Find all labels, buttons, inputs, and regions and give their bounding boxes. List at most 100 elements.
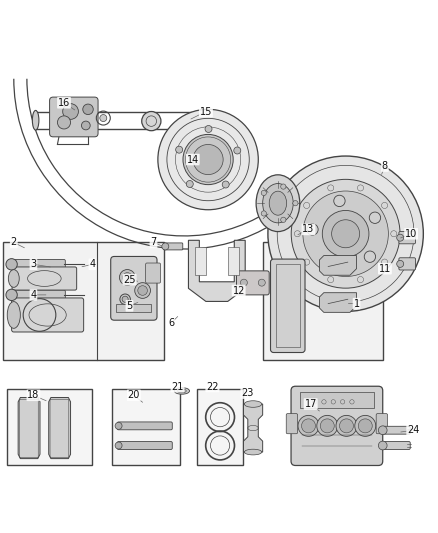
Text: 3: 3 bbox=[30, 260, 36, 269]
Circle shape bbox=[397, 261, 404, 268]
FancyBboxPatch shape bbox=[399, 258, 416, 270]
Text: 15: 15 bbox=[200, 107, 212, 117]
Bar bbox=[112, 389, 180, 465]
Circle shape bbox=[183, 134, 233, 184]
Bar bbox=[276, 264, 300, 348]
Circle shape bbox=[307, 224, 318, 235]
Circle shape bbox=[320, 419, 334, 433]
Text: 11: 11 bbox=[379, 264, 391, 273]
Circle shape bbox=[298, 415, 319, 437]
Text: 20: 20 bbox=[127, 390, 140, 400]
Circle shape bbox=[135, 282, 150, 298]
Circle shape bbox=[332, 220, 360, 248]
Polygon shape bbox=[3, 243, 164, 360]
Circle shape bbox=[268, 156, 424, 311]
Circle shape bbox=[193, 144, 223, 175]
Circle shape bbox=[281, 217, 286, 222]
Ellipse shape bbox=[244, 401, 262, 407]
FancyBboxPatch shape bbox=[376, 414, 388, 434]
FancyBboxPatch shape bbox=[237, 271, 269, 295]
Text: 8: 8 bbox=[382, 161, 388, 171]
Circle shape bbox=[364, 251, 376, 262]
Text: 2: 2 bbox=[11, 238, 17, 247]
Ellipse shape bbox=[174, 387, 190, 394]
Bar bbox=[117, 304, 151, 312]
FancyBboxPatch shape bbox=[12, 298, 84, 332]
Polygon shape bbox=[188, 240, 245, 302]
Ellipse shape bbox=[256, 175, 300, 231]
Circle shape bbox=[240, 279, 247, 286]
Bar bbox=[7, 389, 92, 465]
Text: 7: 7 bbox=[150, 238, 157, 247]
Text: 23: 23 bbox=[241, 388, 254, 398]
Circle shape bbox=[258, 279, 265, 286]
Circle shape bbox=[120, 270, 135, 285]
Bar bbox=[228, 247, 239, 275]
FancyBboxPatch shape bbox=[381, 441, 410, 449]
Ellipse shape bbox=[8, 270, 19, 287]
Text: 12: 12 bbox=[233, 286, 245, 295]
Circle shape bbox=[281, 184, 286, 189]
Circle shape bbox=[355, 415, 376, 437]
Circle shape bbox=[122, 296, 128, 302]
Ellipse shape bbox=[269, 191, 287, 215]
Bar bbox=[197, 389, 243, 465]
Circle shape bbox=[322, 211, 369, 257]
Text: 13: 13 bbox=[302, 224, 314, 235]
Circle shape bbox=[293, 200, 298, 206]
FancyBboxPatch shape bbox=[111, 256, 157, 320]
FancyBboxPatch shape bbox=[49, 97, 98, 137]
Circle shape bbox=[205, 125, 212, 133]
Ellipse shape bbox=[263, 183, 293, 223]
FancyBboxPatch shape bbox=[399, 231, 416, 244]
Circle shape bbox=[83, 104, 93, 115]
Circle shape bbox=[325, 259, 337, 270]
Circle shape bbox=[222, 181, 229, 188]
Circle shape bbox=[339, 419, 353, 433]
Circle shape bbox=[334, 195, 345, 207]
FancyBboxPatch shape bbox=[12, 290, 65, 300]
Polygon shape bbox=[319, 293, 357, 312]
Circle shape bbox=[142, 111, 161, 131]
Circle shape bbox=[234, 147, 241, 154]
Text: 5: 5 bbox=[127, 301, 133, 311]
Text: 4: 4 bbox=[89, 260, 95, 269]
Circle shape bbox=[158, 109, 258, 210]
Ellipse shape bbox=[177, 389, 186, 393]
Circle shape bbox=[115, 442, 122, 449]
Circle shape bbox=[162, 243, 169, 250]
Circle shape bbox=[123, 272, 132, 282]
FancyBboxPatch shape bbox=[117, 441, 172, 449]
FancyBboxPatch shape bbox=[163, 243, 183, 250]
Circle shape bbox=[378, 441, 387, 450]
Text: 17: 17 bbox=[304, 399, 317, 409]
Text: 16: 16 bbox=[58, 98, 70, 108]
FancyBboxPatch shape bbox=[12, 267, 77, 290]
Text: 24: 24 bbox=[407, 425, 420, 435]
Ellipse shape bbox=[7, 302, 20, 328]
Text: 4: 4 bbox=[30, 290, 36, 300]
Circle shape bbox=[261, 190, 266, 196]
FancyBboxPatch shape bbox=[146, 263, 160, 283]
Bar bbox=[195, 247, 206, 275]
Circle shape bbox=[378, 426, 387, 434]
Text: 1: 1 bbox=[353, 298, 360, 309]
Circle shape bbox=[301, 419, 315, 433]
Circle shape bbox=[176, 146, 183, 153]
Circle shape bbox=[291, 179, 400, 288]
Polygon shape bbox=[319, 256, 357, 275]
FancyBboxPatch shape bbox=[12, 260, 65, 269]
Circle shape bbox=[6, 259, 17, 270]
Circle shape bbox=[63, 103, 78, 119]
FancyBboxPatch shape bbox=[271, 259, 305, 352]
Circle shape bbox=[138, 286, 148, 295]
Polygon shape bbox=[263, 243, 383, 360]
Circle shape bbox=[397, 234, 404, 241]
FancyBboxPatch shape bbox=[117, 422, 172, 430]
Circle shape bbox=[120, 294, 131, 304]
FancyBboxPatch shape bbox=[291, 386, 383, 465]
Text: 10: 10 bbox=[405, 229, 417, 239]
Circle shape bbox=[336, 415, 357, 437]
Bar bbox=[300, 392, 374, 408]
Polygon shape bbox=[244, 404, 263, 452]
